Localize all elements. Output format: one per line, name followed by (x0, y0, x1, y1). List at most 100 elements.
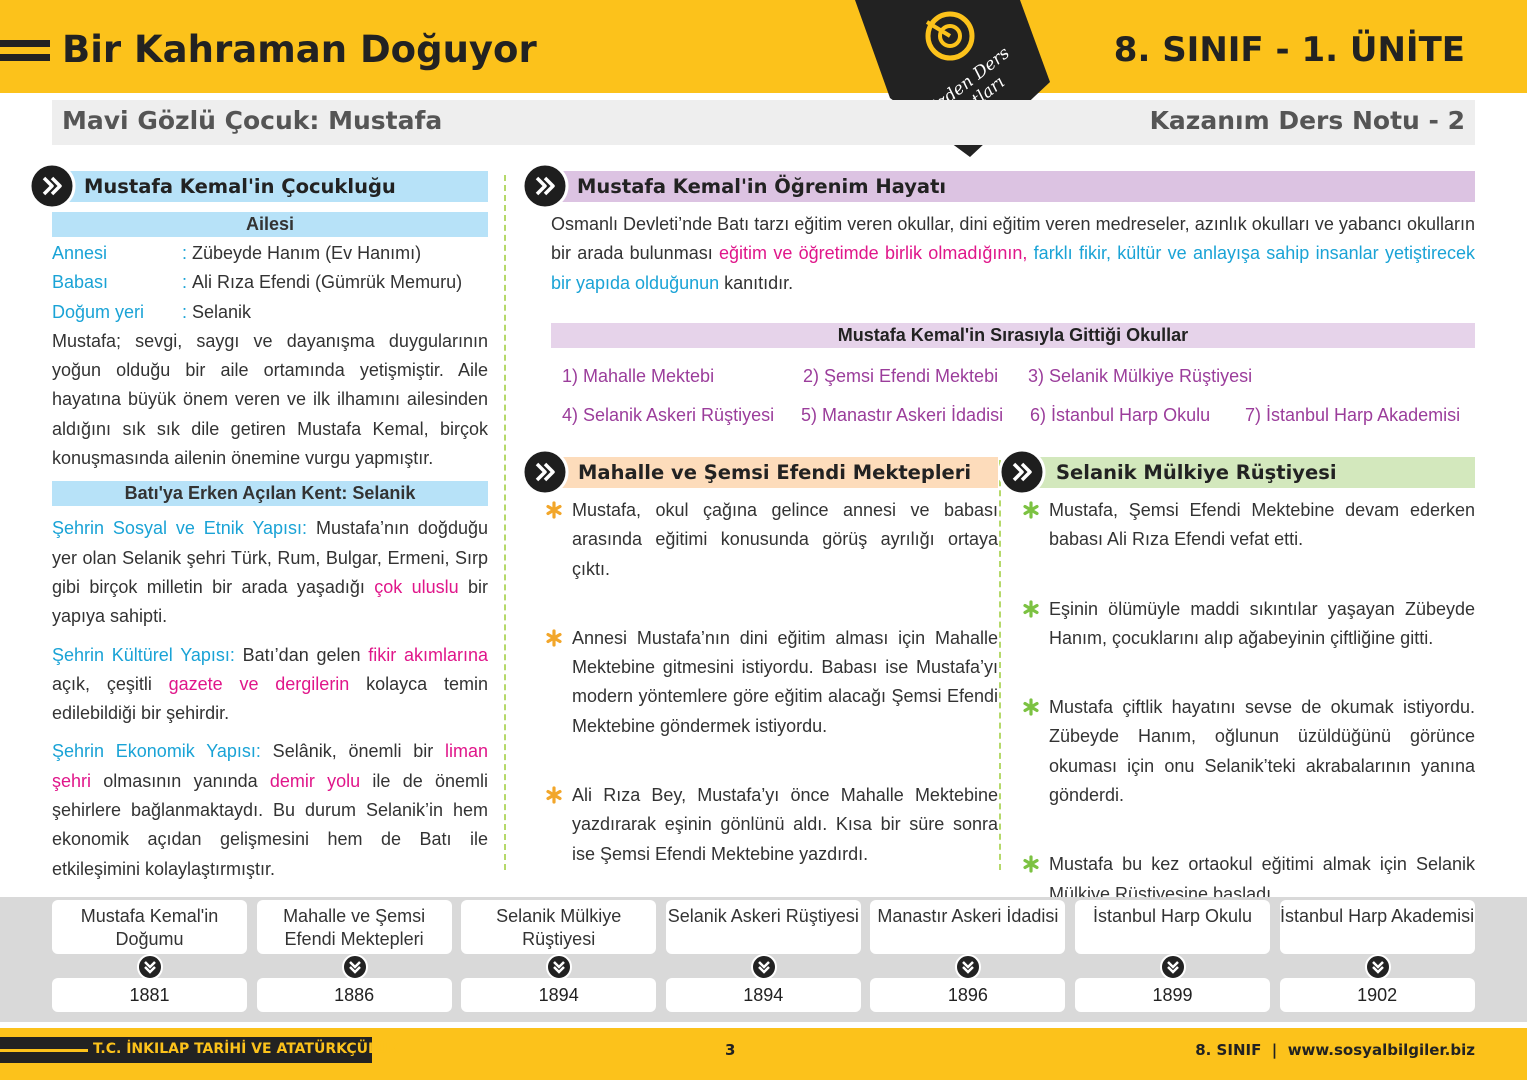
schools-title: Mustafa Kemal'in Sırasıyla Gittiği Okull… (551, 323, 1475, 348)
timeline-year: 1896 (870, 978, 1066, 1012)
text-segment: eğitim ve öğretimde birlik olmadığının, (719, 243, 1028, 264)
header-stripe (0, 54, 50, 61)
paragraph: Osmanlı Devleti’nde Batı tarzı eğitim ve… (551, 210, 1475, 298)
timeline-event: Mahalle ve Şemsi Efendi Mektepleri (256, 900, 452, 954)
text-segment: kolayca temin edilebildiği bir şehirdir. (52, 673, 488, 724)
list-item: Annesi Mustafa’nın dini eğitim alması iç… (545, 624, 998, 741)
timeline-arrow (546, 954, 573, 985)
page-title: Bir Kahraman Doğuyor (62, 28, 537, 71)
bullet-icon (1022, 696, 1040, 725)
family-value: Selanik (192, 301, 252, 322)
family-label: Babası (52, 272, 109, 293)
text-segment: Şehrin Sosyal ve Etnik Yapısı: (52, 518, 308, 539)
childhood-column: Ailesi Annesi: Zübeyde Hanım (Ev Hanımı) B… (52, 212, 488, 893)
bullet-icon (1022, 598, 1040, 627)
list-text: Mustafa çiftlik hayatını sevse de okumak… (1049, 697, 1475, 806)
family-row: Babası: Ali Rıza Efendi (Gümrük Memuru) (52, 268, 488, 297)
timeline-event: Mustafa Kemal'in Doğumu (52, 900, 247, 954)
text-segment: Selânik, önemli bir (260, 741, 445, 762)
list-item: Mustafa, okul çağına gelince annesi ve b… (545, 496, 998, 584)
school-item: 7) İstanbul Harp Akademisi (1245, 405, 1461, 425)
list-text: Eşinin ölümüyle maddi sıkıntılar yaşayan… (1049, 598, 1475, 648)
school-item: 3) Selanik Mülkiye Rüştiyesi (1028, 366, 1253, 386)
text-segment: Osmanlı Devleti’nde Batı tarzı eğitim ve… (551, 214, 1475, 264)
timeline-year: 1886 (256, 978, 452, 1012)
timeline-year: 1881 (52, 978, 247, 1012)
timeline-year: 1899 (1075, 978, 1270, 1012)
text-segment: Şehrin Ekonomik Yapısı: (52, 741, 261, 762)
paragraph: Şehrin Ekonomik Yapısı: Selânik, önemli … (52, 737, 488, 883)
text-segment: gazete ve dergilerin (168, 673, 350, 694)
text-segment: kanıtıdır. (719, 272, 794, 293)
timeline-item: Selanik Mülkiye Rüştiyesi 1894 (461, 900, 657, 1012)
school-item: 5) Manastır Askeri İdadisi (801, 405, 1004, 425)
timeline-year: 1894 (665, 978, 861, 1012)
timeline-item: İstanbul Harp Akademisi 1902 (1279, 900, 1475, 1012)
family-value: Ali Rıza Efendi (Gümrük Memuru) (192, 272, 463, 293)
family-sep: : (182, 243, 188, 263)
topic: Mavi Gözlü Çocuk: Mustafa (62, 106, 443, 135)
timeline-event: İstanbul Harp Akademisi (1279, 900, 1475, 954)
family-label: Doğum yeri (52, 301, 145, 322)
timeline-item: İstanbul Harp Okulu 1899 (1075, 900, 1270, 1012)
divider (504, 175, 506, 870)
subheading: Ailesi (52, 212, 488, 237)
text-segment: demir yolu (269, 770, 361, 791)
section-heading: Mustafa Kemal'in Çocukluğu (52, 171, 488, 202)
bullet-icon (545, 627, 563, 656)
paragraph: Mustafa; sevgi, saygı ve dayanışma duygu… (52, 330, 488, 469)
timeline-event: Selanik Askeri Rüştiyesi (665, 900, 861, 954)
text-segment: ile de önemli şehirlere bağlanmaktaydı. … (52, 770, 488, 879)
timeline-arrow (750, 954, 777, 985)
divider (999, 460, 1001, 870)
bullet-icon (545, 784, 563, 813)
family-label: Annesi (52, 243, 108, 263)
school-item: 1) Mahalle Mektebi (562, 366, 715, 386)
school-item: 6) İstanbul Harp Okulu (1030, 405, 1211, 425)
subheading: Batı'ya Erken Açılan Kent: Selanik (52, 481, 488, 507)
text-segment: açık, çeşitli (52, 673, 169, 694)
school-item: 4) Selanik Askeri Rüştiyesi (562, 405, 775, 425)
list-text: Mustafa, okul çağına gelince annesi ve b… (572, 500, 998, 579)
list-item: Mustafa çiftlik hayatını sevse de okumak… (1022, 693, 1475, 810)
family-sep: : (182, 301, 188, 322)
timeline-event: İstanbul Harp Okulu (1075, 900, 1270, 954)
page-number: 3 (725, 1041, 736, 1059)
timeline-arrow (955, 954, 982, 985)
list-item: Ali Rıza Bey, Mustafa’yı önce Mahalle Me… (545, 781, 998, 869)
text-segment: olmasının yanında (91, 770, 270, 791)
bullet-icon (1022, 853, 1040, 882)
list-text: Mustafa, Şemsi Efendi Mektebine devam ed… (1049, 500, 1475, 550)
section-heading: Mahalle ve Şemsi Efendi Mektepleri (545, 457, 998, 488)
paragraph: Şehrin Sosyal ve Etnik Yapısı: Mustafa’n… (52, 514, 488, 631)
list-text: Ali Rıza Bey, Mustafa’yı önce Mahalle Me… (572, 785, 998, 864)
timeline-item: Mahalle ve Şemsi Efendi Mektepleri 1886 (256, 900, 452, 1012)
text-segment: liman şehri (52, 741, 489, 791)
text-segment: Şehrin Kültürel Yapısı: (52, 644, 235, 665)
unit-title: 8. SINIF - 1. ÜNİTE (1113, 30, 1465, 70)
bullet-icon (1022, 499, 1040, 528)
list-item: Eşinin ölümüyle maddi sıkıntılar yaşayan… (1022, 595, 1475, 654)
footer-stripe (0, 1049, 88, 1052)
family-row: Doğum yeri: Selanik (52, 298, 488, 327)
family-row: Annesi: Zübeyde Hanım (Ev Hanımı) (52, 239, 488, 268)
list-text: Annesi Mustafa’nın dini eğitim alması iç… (572, 627, 998, 736)
family-sep: : (182, 272, 188, 293)
timeline-event: Manastır Askeri İdadisi (870, 900, 1066, 954)
text-segment: farklı fikir, kültür ve anlayışa sahip i… (551, 243, 1475, 293)
paragraph: Şehrin Kültürel Yapısı: Batı’dan gelen f… (52, 641, 488, 729)
timeline-item: Selanik Askeri Rüştiyesi 1894 (665, 900, 861, 1012)
timeline-item: Mustafa Kemal'in Doğumu 1881 (52, 900, 247, 1012)
timeline-arrow (1160, 954, 1186, 985)
school-item: 2) Şemsi Efendi Mektebi (803, 366, 999, 386)
timeline-event: Selanik Mülkiye Rüştiyesi (461, 900, 657, 954)
course-name: T.C. İNKILAP TARİHİ VE ATATÜRKÇÜLÜK (93, 1041, 399, 1057)
timeline-item: Manastır Askeri İdadisi 1896 (870, 900, 1066, 1012)
timeline-year: 1894 (461, 978, 657, 1012)
header-band (0, 0, 1527, 93)
lesson-note: Kazanım Ders Notu - 2 (1149, 106, 1465, 135)
text-segment: Batı’dan gelen (234, 644, 369, 665)
site: 8. SINIF | www.sosyalbilgiler.biz (1195, 1041, 1475, 1059)
list-item: Mustafa, Şemsi Efendi Mektebine devam ed… (1022, 496, 1475, 555)
text-segment: bir yapıya sahipti. (52, 576, 489, 627)
